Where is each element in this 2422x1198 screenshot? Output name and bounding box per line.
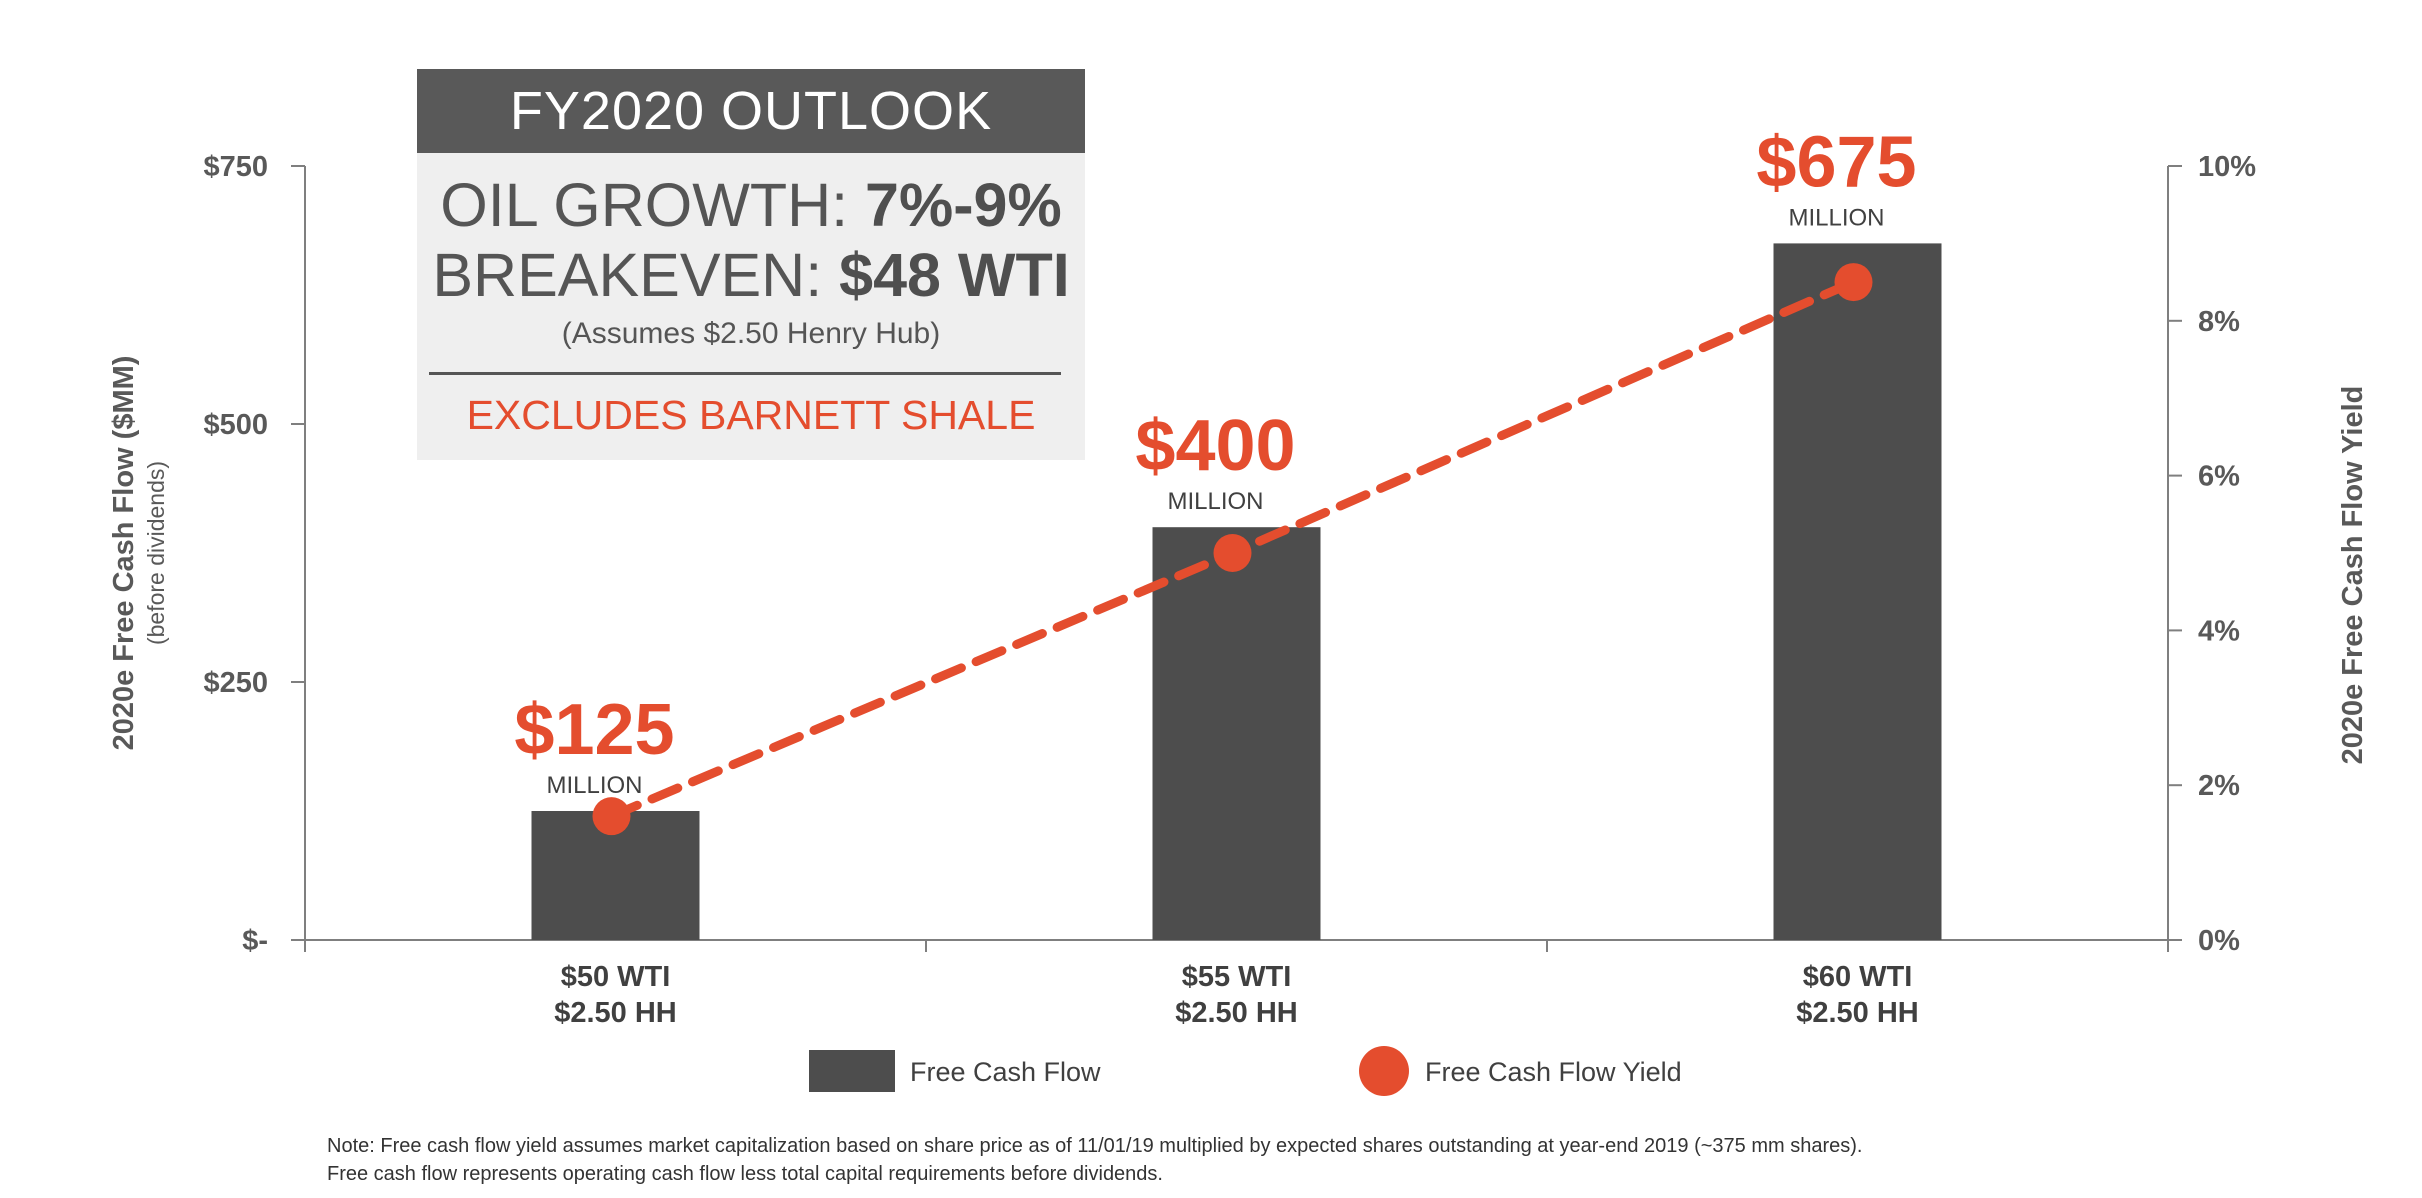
oil-growth-value: 7%-9% (865, 171, 1062, 239)
x-category-label: $55 WTI (1182, 961, 1292, 993)
bar-unit-label: MILLION (1167, 488, 1263, 515)
breakeven-value: $48 WTI (839, 241, 1070, 309)
outlook-box: FY2020 OUTLOOK OIL GROWTH: 7%-9% BREAKEV… (417, 69, 1085, 460)
barnett-exclusion: EXCLUDES BARNETT SHALE (466, 392, 1036, 438)
yield-point (1834, 263, 1873, 302)
yield-point (1213, 534, 1252, 572)
right-tick-label: 6% (2198, 461, 2240, 493)
x-category-label: $2.50 HH (1796, 997, 1919, 1029)
legend-swatch-point (1359, 1046, 1409, 1096)
right-tick-label: 2% (2198, 770, 2240, 802)
bar-value-label: $675 (1756, 122, 1916, 202)
bar-unit-label: MILLION (546, 772, 642, 799)
footnote-line-1: Note: Free cash flow yield assumes marke… (327, 1135, 1863, 1157)
fcf-bar (1152, 527, 1321, 940)
x-category-label: $50 WTI (561, 961, 671, 993)
fcf-bar (1773, 243, 1942, 940)
left-tick-label: $500 (203, 409, 268, 441)
oil-growth-label: OIL GROWTH: (440, 171, 866, 239)
footnote-line-2: Free cash flow represents operating cash… (327, 1163, 1163, 1185)
right-tick-label: 4% (2198, 615, 2240, 647)
left-axis-subtitle: (before dividends) (143, 461, 169, 645)
x-category-label: $2.50 HH (554, 997, 677, 1029)
left-tick-label: $250 (203, 667, 268, 699)
right-tick-label: 8% (2198, 306, 2240, 338)
legend-label-yield: Free Cash Flow Yield (1425, 1057, 1682, 1087)
right-tick-label: 0% (2198, 925, 2240, 957)
legend-label-fcf: Free Cash Flow (910, 1057, 1101, 1087)
breakeven-label: BREAKEVEN: (432, 241, 840, 309)
bar-value-label: $125 (514, 690, 674, 770)
oil-growth-line: OIL GROWTH: 7%-9% (417, 167, 1085, 243)
left-tick-label: $750 (203, 151, 268, 183)
yield-point (592, 797, 631, 836)
outlook-header: FY2020 OUTLOOK (417, 69, 1085, 153)
footnote: Note: Free cash flow yield assumes marke… (327, 1132, 1862, 1188)
x-category-label: $60 WTI (1803, 961, 1913, 993)
x-category-label: $2.50 HH (1175, 997, 1298, 1029)
left-axis-title: 2020e Free Cash Flow ($MM) (108, 356, 140, 751)
outlook-divider (429, 372, 1061, 375)
henry-hub-assumption: (Assumes $2.50 Henry Hub) (561, 317, 941, 350)
right-tick-label: 10% (2198, 151, 2256, 183)
right-axis-title: 2020e Free Cash Flow Yield (2337, 386, 2369, 765)
legend-swatch-bar (809, 1050, 895, 1092)
bar-value-label: $400 (1135, 406, 1295, 486)
left-tick-label: $- (242, 925, 268, 957)
bar-unit-label: MILLION (1788, 204, 1884, 231)
breakeven-line: BREAKEVEN: $48 WTI (417, 237, 1085, 313)
